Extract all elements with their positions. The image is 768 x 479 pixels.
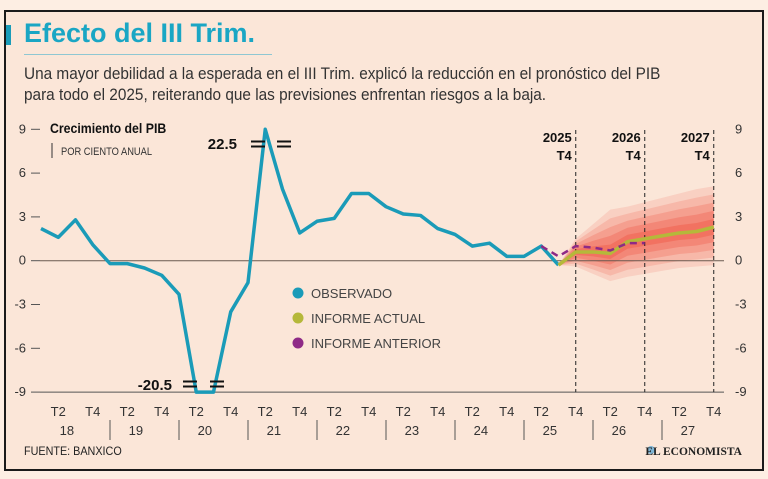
title-accent-bar (6, 25, 11, 45)
legend-label: OBSERVADO (311, 286, 392, 301)
year-label: 24 (474, 423, 488, 438)
y-tick-label-left: 6 (19, 165, 26, 180)
y-tick-label-left: -6 (14, 340, 26, 355)
x-tick-label: T4 (499, 404, 514, 419)
page-subtitle: Una mayor debilidad a la esperada en el … (24, 65, 661, 104)
x-tick-label: T2 (534, 404, 549, 419)
fan-band (558, 194, 714, 276)
chart-title: Crecimiento del PIB (50, 120, 166, 136)
x-tick-label: T2 (672, 404, 687, 419)
year-label: 27 (681, 423, 695, 438)
legend-swatch (292, 337, 304, 349)
x-tick-label: T4 (637, 404, 652, 419)
x-tick-label: T4 (706, 404, 721, 419)
marker-quarter: T4 (557, 148, 573, 163)
legend-swatch (292, 287, 304, 299)
chart-subtitle: POR CIENTO ANUAL (61, 146, 152, 158)
legend-swatch (292, 312, 304, 324)
axes: 9 9 6 6 3 3 0 0 -3 -3 -6 -6 -9 -9 T2 T4 18 T2 T4 19 T2 T4 20 T2… (14, 121, 747, 440)
series-line-informe-actual (557, 225, 715, 267)
year-label: 21 (267, 423, 281, 438)
y-tick-label-left: -3 (14, 297, 26, 312)
y-tick-label-left: 0 (19, 253, 26, 268)
x-tick-label: T2 (120, 404, 135, 419)
y-tick-label-right: -3 (735, 297, 747, 312)
y-tick-label-right: 0 (735, 253, 742, 268)
year-label: 26 (612, 423, 626, 438)
year-label: 22 (336, 423, 350, 438)
legend-label: INFORME ANTERIOR (311, 336, 441, 351)
brand-logo-icon (647, 446, 655, 454)
x-tick-label: T4 (223, 404, 238, 419)
x-tick-label: T2 (327, 404, 342, 419)
x-tick-label: T2 (51, 404, 66, 419)
marker-year: 2027 (681, 130, 710, 145)
y-tick-label-right: 9 (735, 121, 742, 136)
x-tick-label: T4 (430, 404, 445, 419)
year-label: 18 (60, 423, 74, 438)
y-tick-label-left: -9 (14, 384, 26, 399)
x-tick-label: T4 (292, 404, 307, 419)
x-tick-label: T4 (154, 404, 169, 419)
x-tick-label: T2 (465, 404, 480, 419)
year-label: 25 (543, 423, 557, 438)
year-label: 23 (405, 423, 419, 438)
y-tick-label-left: 9 (19, 121, 26, 136)
year-label: 19 (129, 423, 143, 438)
legend-label: INFORME ACTUAL (311, 311, 425, 326)
y-tick-label-left: 3 (19, 209, 26, 224)
break-label-high: 22.5 (208, 136, 237, 153)
y-tick-label-right: 3 (735, 209, 742, 224)
y-tick-label-right: -9 (735, 384, 747, 399)
x-tick-label: T4 (361, 404, 376, 419)
break-label-low: -20.5 (138, 377, 172, 394)
marker-quarter: T4 (695, 148, 711, 163)
marker-year: 2025 (543, 130, 572, 145)
x-tick-label: T2 (603, 404, 618, 419)
brand-name: EL ECONOMISTA (645, 446, 742, 458)
y-tick-label-right: 6 (735, 165, 742, 180)
fan-band (558, 186, 714, 282)
title-underline (24, 54, 272, 55)
source-note: FUENTE: BANXICO (24, 446, 122, 459)
y-tick-label-right: -6 (735, 340, 747, 355)
axis-break-marks (183, 140, 291, 388)
page-title: Efecto del III Trim. (24, 18, 256, 48)
legend: OBSERVADO INFORME ACTUAL INFORME ANTERIOR (292, 286, 441, 351)
x-tick-label: T4 (568, 404, 583, 419)
x-tick-label: T2 (396, 404, 411, 419)
marker-year: 2026 (612, 130, 641, 145)
year-label: 20 (198, 423, 212, 438)
series-lines (40, 127, 715, 394)
x-tick-label: T2 (258, 404, 273, 419)
x-tick-label: T4 (85, 404, 100, 419)
marker-quarter: T4 (626, 148, 642, 163)
x-tick-label: T2 (189, 404, 204, 419)
